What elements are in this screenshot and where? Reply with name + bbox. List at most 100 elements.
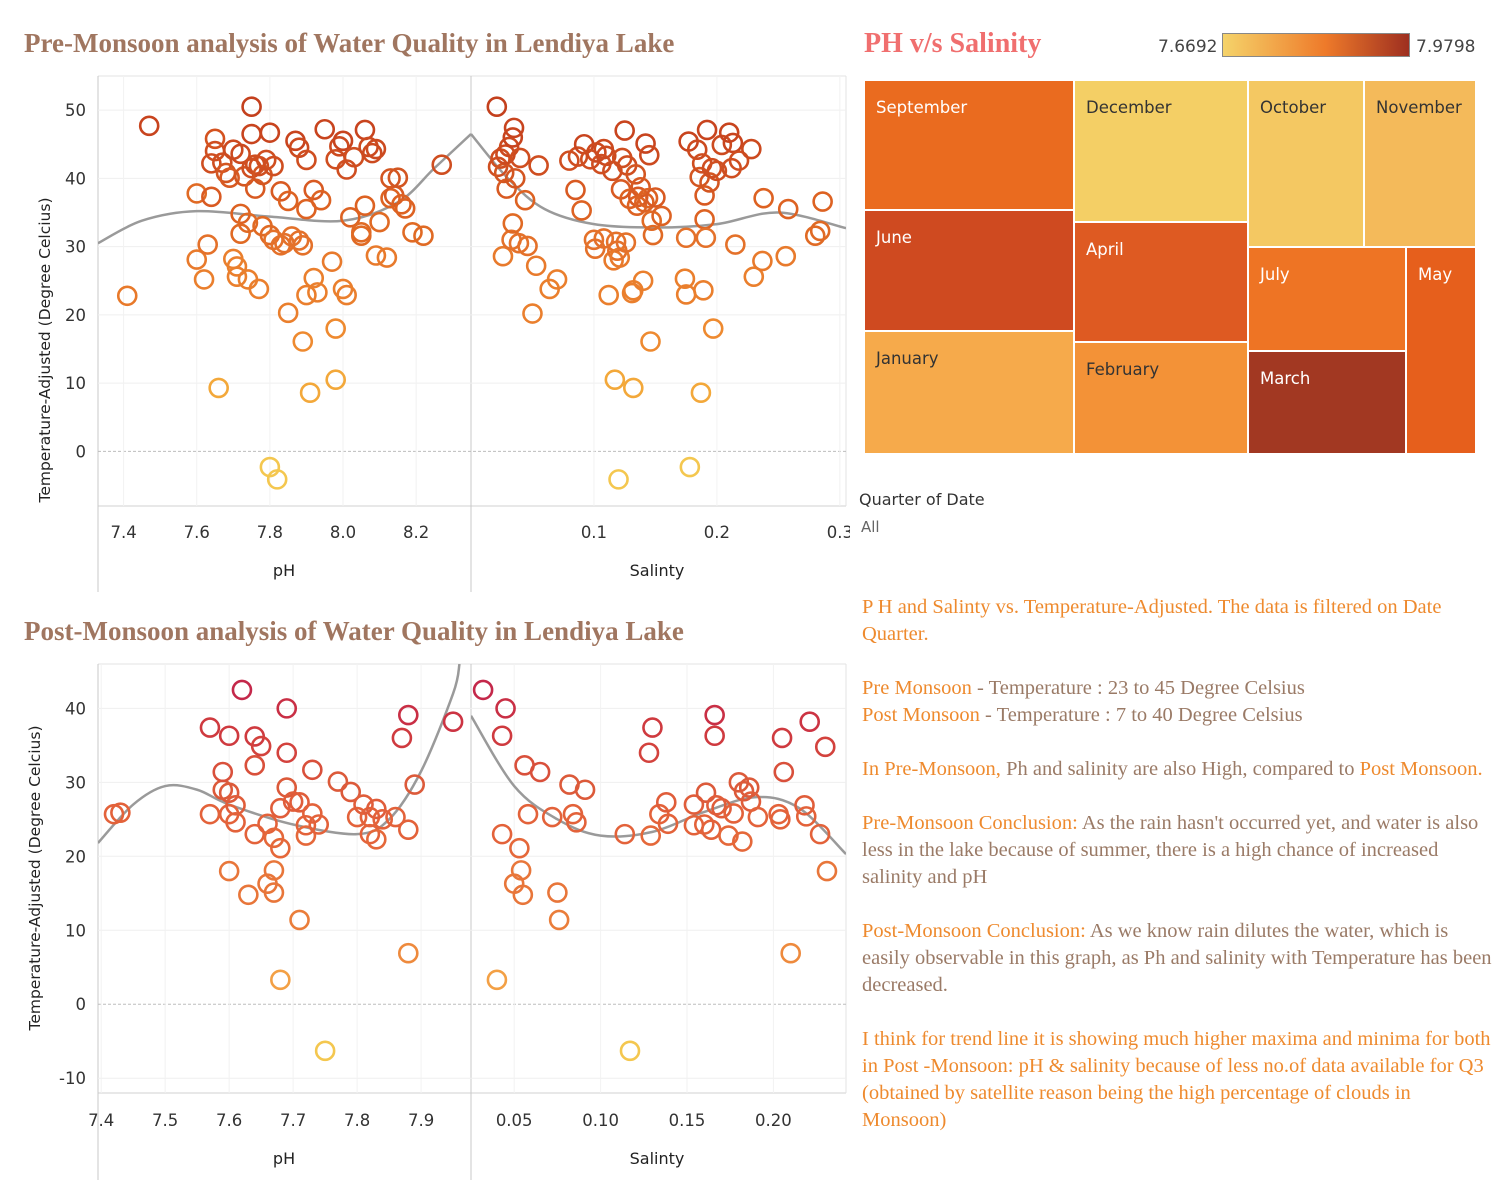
data-point[interactable] xyxy=(266,469,288,490)
data-point[interactable] xyxy=(199,803,221,825)
data-point[interactable] xyxy=(702,318,724,339)
data-point[interactable] xyxy=(186,183,208,204)
data-point[interactable] xyxy=(270,837,291,859)
data-point[interactable] xyxy=(804,225,826,247)
data-point[interactable] xyxy=(574,779,596,801)
data-point[interactable] xyxy=(486,96,508,118)
data-point[interactable] xyxy=(630,176,651,198)
data-point[interactable] xyxy=(307,282,328,303)
data-point[interactable] xyxy=(289,792,310,813)
data-point[interactable] xyxy=(696,119,718,141)
data-point[interactable] xyxy=(512,884,534,906)
data-point[interactable] xyxy=(598,284,620,306)
data-point[interactable] xyxy=(741,138,762,160)
data-point[interactable] xyxy=(230,143,251,165)
data-point[interactable] xyxy=(263,882,285,903)
data-point[interactable] xyxy=(686,139,708,161)
data-point[interactable] xyxy=(491,823,513,845)
data-point[interactable] xyxy=(354,195,376,216)
data-point[interactable] xyxy=(204,128,226,150)
data-point[interactable] xyxy=(571,200,592,221)
data-point[interactable] xyxy=(201,186,222,208)
data-point[interactable] xyxy=(472,679,494,701)
data-point[interactable] xyxy=(219,167,240,188)
treemap-cell-january[interactable]: January xyxy=(864,331,1074,454)
data-point[interactable] xyxy=(394,198,416,219)
data-point[interactable] xyxy=(329,136,350,157)
data-point[interactable] xyxy=(799,711,821,732)
treemap-cell-june[interactable]: June xyxy=(864,210,1074,331)
data-point[interactable] xyxy=(277,302,299,324)
data-point[interactable] xyxy=(615,232,637,253)
data-point[interactable] xyxy=(413,225,434,247)
data-point[interactable] xyxy=(517,803,539,825)
data-point[interactable] xyxy=(244,178,266,199)
data-point[interactable] xyxy=(391,194,412,215)
data-point[interactable] xyxy=(816,860,838,882)
data-point[interactable] xyxy=(614,823,636,845)
data-point[interactable] xyxy=(491,725,513,747)
data-point[interactable] xyxy=(605,231,627,253)
data-point[interactable] xyxy=(683,794,705,815)
data-point[interactable] xyxy=(517,235,538,257)
data-point[interactable] xyxy=(704,704,725,726)
data-point[interactable] xyxy=(522,303,543,324)
data-point[interactable] xyxy=(752,250,773,272)
data-point[interactable] xyxy=(498,136,520,158)
data-point[interactable] xyxy=(116,285,138,307)
data-point[interactable] xyxy=(277,190,299,212)
data-point[interactable] xyxy=(340,206,361,228)
data-point[interactable] xyxy=(593,228,615,249)
data-point[interactable] xyxy=(625,163,647,185)
data-point[interactable] xyxy=(704,725,725,747)
data-point[interactable] xyxy=(270,969,291,991)
data-point[interactable] xyxy=(302,759,323,781)
data-point[interactable] xyxy=(380,187,401,209)
data-point[interactable] xyxy=(622,377,644,399)
data-point[interactable] xyxy=(270,797,291,819)
data-point[interactable] xyxy=(231,679,253,701)
data-point[interactable] xyxy=(775,245,797,267)
data-point[interactable] xyxy=(809,220,831,242)
data-point[interactable] xyxy=(753,187,774,209)
data-point[interactable] xyxy=(690,382,712,403)
quarter-filter-value[interactable]: All xyxy=(861,518,880,536)
data-point[interactable] xyxy=(635,133,656,154)
data-point[interactable] xyxy=(777,198,799,220)
data-point[interactable] xyxy=(244,755,266,776)
data-point[interactable] xyxy=(814,736,836,758)
data-point[interactable] xyxy=(366,828,387,850)
treemap-cell-july[interactable]: July xyxy=(1248,247,1406,351)
data-point[interactable] xyxy=(486,969,508,991)
data-point[interactable] xyxy=(289,909,310,931)
data-point[interactable] xyxy=(679,456,701,478)
data-point[interactable] xyxy=(372,809,394,830)
data-point[interactable] xyxy=(366,798,387,820)
data-point[interactable] xyxy=(398,942,419,964)
data-point[interactable] xyxy=(404,774,425,795)
data-point[interactable] xyxy=(248,278,270,300)
data-point[interactable] xyxy=(398,819,419,840)
data-point[interactable] xyxy=(780,942,802,964)
data-point[interactable] xyxy=(431,154,453,176)
data-point[interactable] xyxy=(325,148,346,170)
data-point[interactable] xyxy=(276,742,298,764)
data-point[interactable] xyxy=(303,179,325,201)
data-point[interactable] xyxy=(541,806,563,828)
data-point[interactable] xyxy=(218,860,240,882)
data-point[interactable] xyxy=(794,794,815,816)
data-point[interactable] xyxy=(546,269,568,290)
data-point[interactable] xyxy=(604,369,626,391)
data-point[interactable] xyxy=(651,205,672,227)
data-point[interactable] xyxy=(201,153,222,174)
data-point[interactable] xyxy=(637,187,659,209)
data-point[interactable] xyxy=(747,806,769,828)
data-point[interactable] xyxy=(369,211,390,233)
data-point[interactable] xyxy=(721,157,742,179)
data-point[interactable] xyxy=(302,803,323,824)
data-point[interactable] xyxy=(655,792,677,813)
data-point[interactable] xyxy=(809,823,831,845)
data-point[interactable] xyxy=(495,698,516,719)
data-point[interactable] xyxy=(218,725,240,747)
data-point[interactable] xyxy=(634,191,655,213)
